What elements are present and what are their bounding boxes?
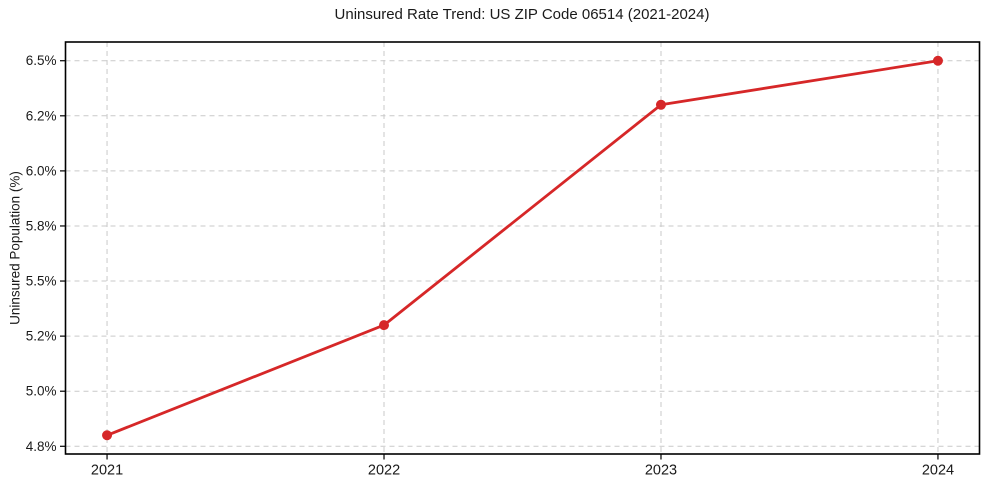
plot-border — [64, 41, 981, 455]
y-tick-label: 6.0% — [26, 163, 57, 178]
data-point-2021 — [102, 430, 113, 441]
x-tick-label: 2023 — [645, 463, 677, 479]
x-tick-label: 2021 — [91, 463, 123, 479]
y-tick-label: 5.2% — [26, 329, 57, 344]
x-tick-label: 2024 — [922, 463, 954, 479]
y-tick-label: 4.8% — [26, 439, 57, 454]
y-tick-label: 5.0% — [26, 384, 57, 399]
x-tick-label: 2022 — [368, 463, 400, 479]
chart-title: Uninsured Rate Trend: US ZIP Code 06514 … — [334, 6, 710, 23]
y-tick-label: 5.5% — [26, 274, 57, 289]
data-point-2024 — [932, 55, 943, 66]
y-tick-label: 6.2% — [26, 108, 57, 123]
y-tick-label: 6.5% — [26, 53, 57, 68]
trend-line — [105, 59, 940, 437]
y-tick-label: 5.8% — [26, 218, 57, 233]
data-point-2022 — [379, 320, 390, 331]
data-point-2023 — [655, 99, 666, 110]
